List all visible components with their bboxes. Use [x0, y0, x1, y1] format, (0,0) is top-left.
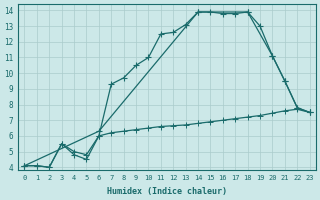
X-axis label: Humidex (Indice chaleur): Humidex (Indice chaleur)	[107, 187, 227, 196]
